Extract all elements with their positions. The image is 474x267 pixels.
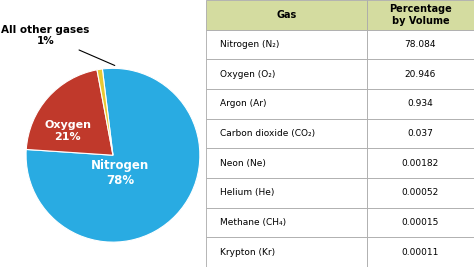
Bar (367, 178, 474, 208)
Text: 0.00052: 0.00052 (402, 188, 439, 197)
Text: 0.934: 0.934 (408, 99, 433, 108)
Text: 78.084: 78.084 (405, 40, 436, 49)
Text: Helium (He): Helium (He) (219, 188, 274, 197)
Bar (367, 30, 474, 59)
Text: 20.946: 20.946 (405, 70, 436, 79)
Bar (367, 59, 474, 89)
Text: Krypton (Kr): Krypton (Kr) (219, 248, 275, 257)
Bar (367, 237, 474, 267)
Bar (206, 237, 367, 267)
Bar (206, 89, 367, 119)
Text: All other gases
1%: All other gases 1% (1, 25, 115, 65)
Text: Percentage
by Volume: Percentage by Volume (389, 4, 452, 26)
Text: Methane (CH₄): Methane (CH₄) (219, 218, 286, 227)
Bar (367, 119, 474, 148)
Bar (206, 30, 367, 59)
Bar (206, 148, 367, 178)
Text: 0.00015: 0.00015 (402, 218, 439, 227)
Text: Neon (Ne): Neon (Ne) (219, 159, 265, 168)
Text: 0.037: 0.037 (408, 129, 433, 138)
Bar (367, 208, 474, 237)
Bar (206, 178, 367, 208)
Text: Nitrogen (N₂): Nitrogen (N₂) (219, 40, 279, 49)
Wedge shape (26, 70, 113, 155)
Text: 0.00182: 0.00182 (402, 159, 439, 168)
Bar (367, 148, 474, 178)
Text: Carbon dioxide (CO₂): Carbon dioxide (CO₂) (219, 129, 315, 138)
Wedge shape (26, 68, 200, 242)
Text: Oxygen
21%: Oxygen 21% (44, 120, 91, 142)
Wedge shape (97, 69, 113, 155)
Text: Argon (Ar): Argon (Ar) (219, 99, 266, 108)
Bar (206, 59, 367, 89)
Bar (206, 119, 367, 148)
Text: Oxygen (O₂): Oxygen (O₂) (219, 70, 275, 79)
Bar (367, 0, 474, 30)
Text: 0.00011: 0.00011 (402, 248, 439, 257)
Bar (206, 0, 367, 30)
Text: Nitrogen
78%: Nitrogen 78% (91, 159, 149, 187)
Text: Gas: Gas (276, 10, 297, 20)
Bar (206, 208, 367, 237)
Bar (367, 89, 474, 119)
